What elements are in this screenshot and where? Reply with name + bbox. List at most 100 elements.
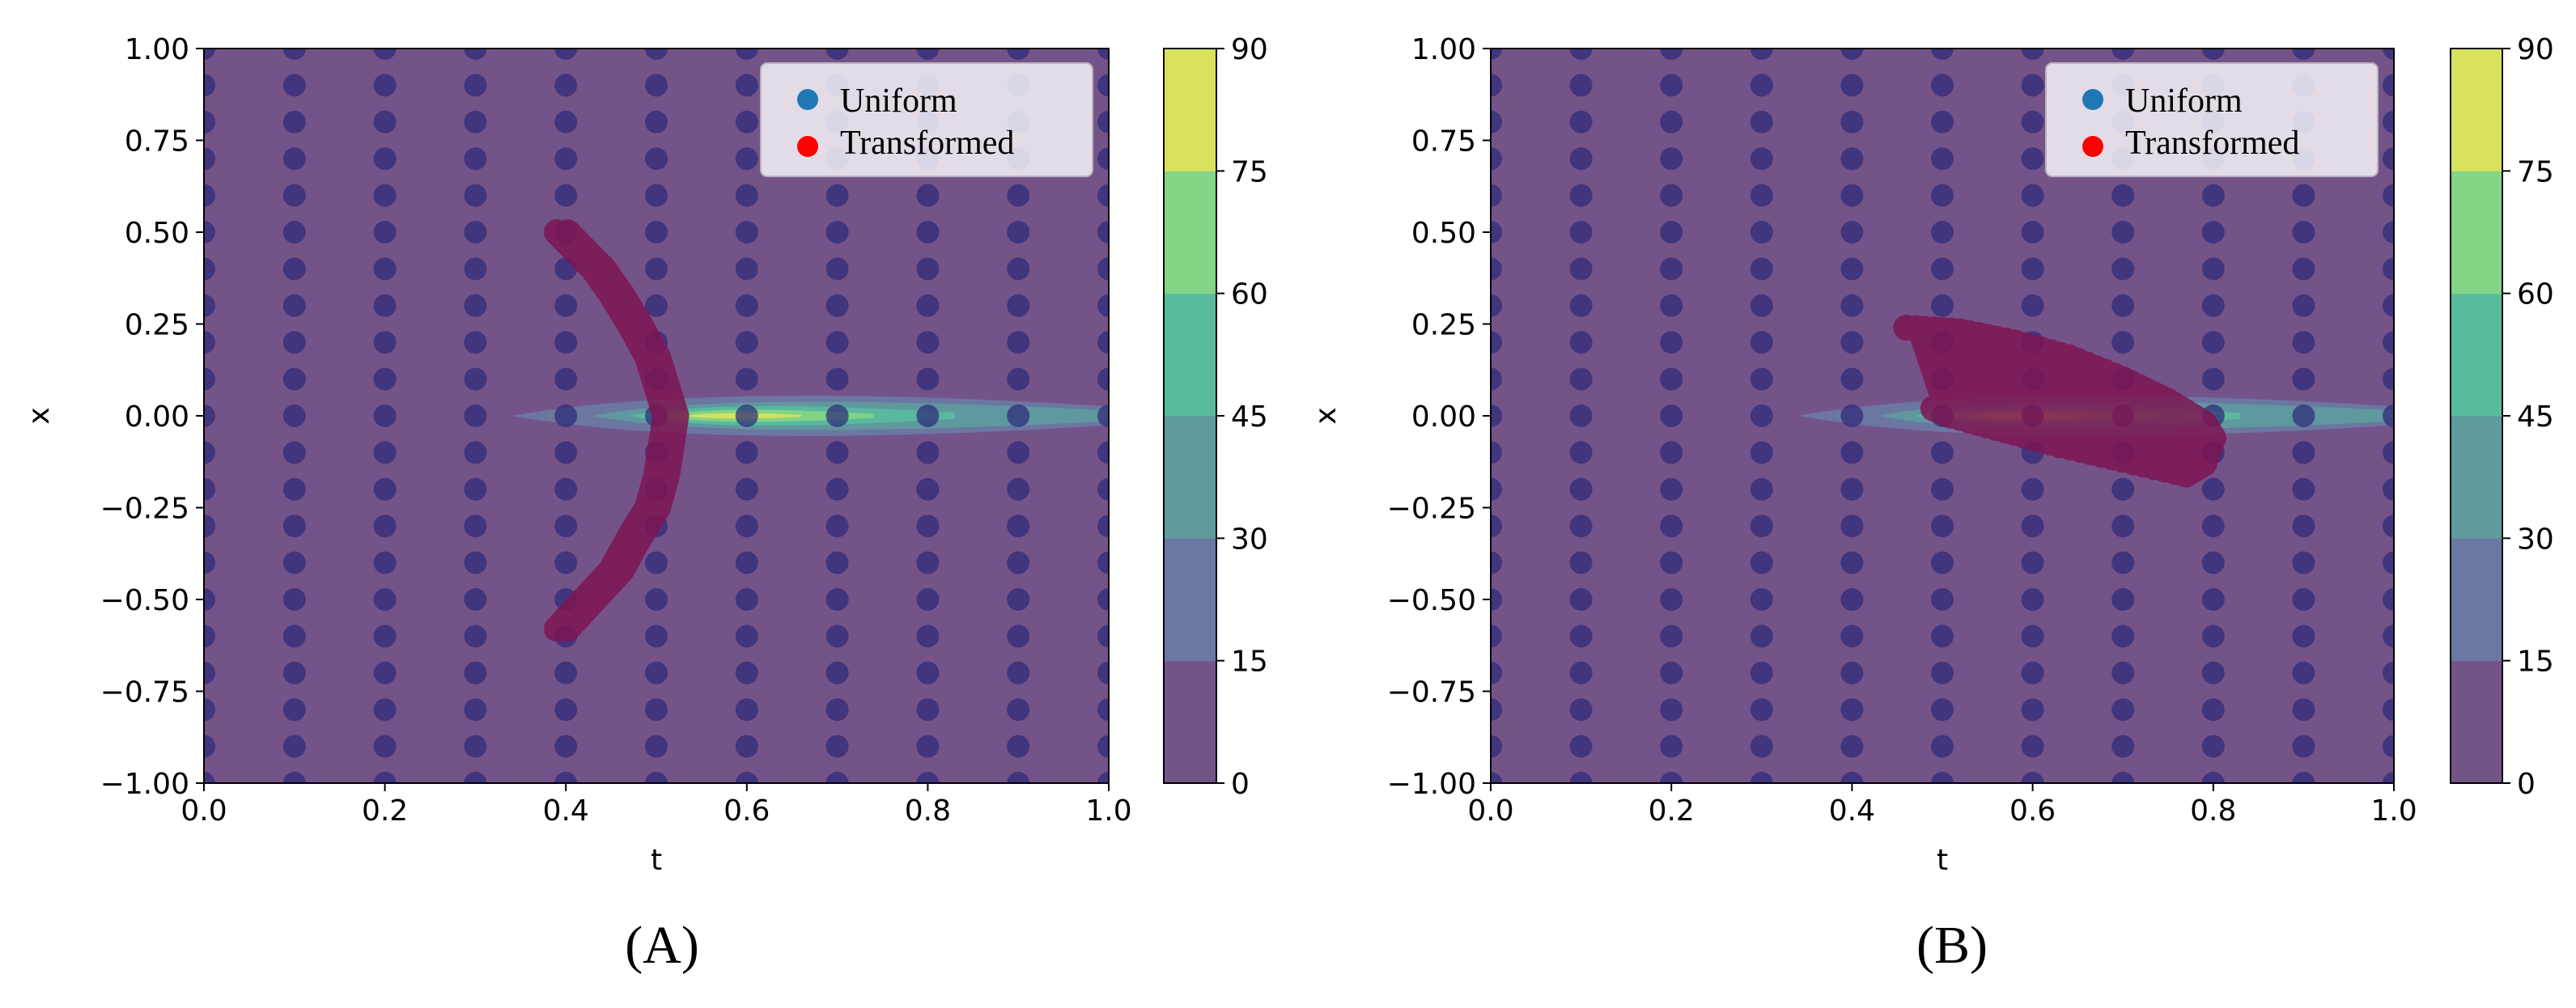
uniform-point — [1840, 294, 1864, 317]
uniform-point — [825, 735, 849, 758]
legend-marker-transformed — [797, 136, 818, 157]
uniform-point — [373, 441, 397, 464]
uniform-point — [1931, 515, 1954, 538]
uniform-point — [1569, 257, 1593, 281]
y-tick-label: 0.25 — [1411, 309, 1476, 342]
uniform-point — [1007, 49, 1030, 60]
uniform-point — [1097, 588, 1109, 611]
colorbar-tick-label: 90 — [2517, 33, 2554, 66]
uniform-point — [1840, 625, 1864, 648]
uniform-point — [825, 404, 849, 427]
uniform-point — [735, 772, 758, 783]
colorbar-segment — [2451, 49, 2502, 172]
uniform-point — [464, 477, 487, 501]
uniform-point — [2021, 74, 2044, 97]
colorbar-tick-label: 60 — [2517, 278, 2554, 311]
uniform-point — [645, 74, 668, 97]
uniform-point — [1097, 698, 1109, 722]
uniform-point — [1750, 49, 1773, 60]
uniform-point — [1097, 551, 1109, 574]
uniform-point — [2201, 184, 2225, 207]
uniform-point — [282, 441, 306, 464]
uniform-point — [825, 551, 849, 574]
uniform-point — [1491, 477, 1502, 501]
uniform-point — [1660, 625, 1683, 648]
uniform-point — [735, 698, 758, 722]
uniform-point — [1097, 221, 1109, 244]
uniform-point — [645, 147, 668, 171]
uniform-point — [1097, 367, 1109, 391]
legend-marker-uniform — [2082, 89, 2103, 110]
uniform-point — [373, 74, 397, 97]
uniform-point — [2111, 661, 2135, 684]
uniform-point — [464, 515, 487, 538]
colorbar-segment — [2451, 416, 2502, 539]
x-axis-label: t — [1937, 844, 1948, 877]
uniform-point — [1491, 515, 1502, 538]
uniform-point — [1569, 515, 1593, 538]
uniform-point — [204, 698, 215, 722]
uniform-point — [1569, 772, 1593, 783]
uniform-point — [2292, 772, 2315, 783]
uniform-point — [2292, 331, 2315, 354]
uniform-point — [735, 147, 758, 171]
uniform-point — [2383, 221, 2394, 244]
uniform-point — [735, 221, 758, 244]
uniform-point — [916, 477, 940, 501]
uniform-point — [373, 515, 397, 538]
uniform-point — [825, 441, 849, 464]
transformed-point — [2173, 461, 2200, 488]
y-tick-label: −1.00 — [100, 768, 189, 801]
uniform-point — [1007, 221, 1030, 244]
uniform-point — [1569, 404, 1593, 427]
uniform-point — [1840, 772, 1864, 783]
uniform-point — [825, 698, 849, 722]
uniform-point — [554, 184, 578, 207]
uniform-point — [1660, 74, 1683, 97]
uniform-point — [1931, 147, 1954, 171]
uniform-point — [916, 404, 940, 427]
uniform-point — [735, 294, 758, 317]
uniform-point — [2021, 184, 2044, 207]
uniform-point — [1840, 515, 1864, 538]
uniform-point — [1491, 74, 1502, 97]
uniform-point — [916, 49, 940, 60]
uniform-point — [2383, 49, 2394, 60]
uniform-point — [2201, 698, 2225, 722]
uniform-point — [1931, 221, 1954, 244]
uniform-point — [282, 221, 306, 244]
uniform-point — [735, 257, 758, 281]
uniform-point — [735, 367, 758, 391]
uniform-point — [1931, 625, 1954, 648]
y-tick-label: 0.00 — [125, 400, 189, 434]
uniform-point — [2201, 551, 2225, 574]
uniform-point — [825, 294, 849, 317]
uniform-point — [2292, 515, 2315, 538]
uniform-point — [1660, 772, 1683, 783]
uniform-point — [735, 661, 758, 684]
uniform-point — [1931, 49, 1954, 60]
uniform-point — [2383, 367, 2394, 391]
uniform-point — [464, 294, 487, 317]
uniform-point — [2201, 477, 2225, 501]
uniform-point — [1931, 110, 1954, 133]
uniform-point — [735, 49, 758, 60]
uniform-point — [1491, 625, 1502, 648]
uniform-point — [2201, 221, 2225, 244]
x-tick-label: 0.8 — [2190, 794, 2236, 828]
transformed-point — [1920, 395, 1946, 421]
uniform-point — [204, 221, 215, 244]
uniform-point — [204, 110, 215, 133]
uniform-point — [1840, 588, 1864, 611]
uniform-point — [1750, 221, 1773, 244]
uniform-point — [2111, 477, 2135, 501]
uniform-point — [2021, 477, 2044, 501]
uniform-point — [1840, 49, 1864, 60]
uniform-point — [204, 257, 215, 281]
uniform-point — [2021, 147, 2044, 171]
uniform-point — [464, 49, 487, 60]
uniform-point — [645, 772, 668, 783]
uniform-point — [1931, 74, 1954, 97]
uniform-point — [2292, 294, 2315, 317]
uniform-point — [1931, 661, 1954, 684]
